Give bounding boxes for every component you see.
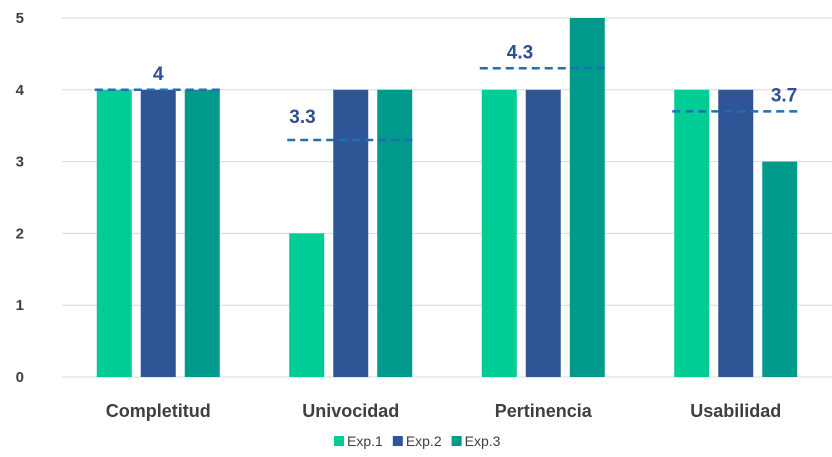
average-label: 4.3 <box>507 42 533 63</box>
legend-label: Exp.2 <box>406 433 442 449</box>
bar-exp2-usabilidad <box>718 89 754 378</box>
bar-exp1-univocidad <box>289 233 325 377</box>
category-label: Completitud <box>106 401 211 421</box>
bars <box>96 18 798 378</box>
y-tick-label: 4 <box>16 82 25 99</box>
bar-exp2-pertinencia <box>525 89 561 378</box>
legend-label: Exp.3 <box>465 433 501 449</box>
x-axis-categories: Completitud Univocidad Pertinencia Usabilid… <box>106 401 782 421</box>
legend-swatch <box>334 436 344 446</box>
bar-exp3-pertinencia <box>569 18 605 377</box>
category-label: Univocidad <box>302 401 399 421</box>
y-tick-label: 1 <box>16 297 24 314</box>
category-label: Usabilidad <box>690 401 781 421</box>
y-axis-ticks: 0 1 2 3 4 5 <box>16 10 25 386</box>
bar-exp3-completitud <box>184 89 220 378</box>
category-label: Pertinencia <box>495 401 593 421</box>
y-tick-label: 2 <box>16 225 24 242</box>
y-tick-label: 0 <box>16 369 24 386</box>
average-lines: 4 3.3 4.3 3.7 <box>94 42 800 142</box>
bar-exp3-usabilidad <box>762 161 798 377</box>
bar-exp2-univocidad <box>333 89 369 378</box>
bar-exp1-pertinencia <box>481 89 517 378</box>
legend-swatch <box>392 436 403 446</box>
average-label: 3.7 <box>771 85 797 106</box>
legend: Exp.1 Exp.2 Exp.3 <box>334 433 501 449</box>
bar-exp1-completitud <box>96 89 132 378</box>
legend-label: Exp.1 <box>347 433 383 449</box>
y-tick-label: 5 <box>16 10 24 27</box>
average-label: 3.3 <box>289 107 315 128</box>
bar-exp1-usabilidad <box>674 89 710 378</box>
bar-exp2-completitud <box>140 89 176 378</box>
y-tick-label: 3 <box>16 154 24 171</box>
legend-swatch <box>451 436 462 446</box>
bar-exp3-univocidad <box>377 89 413 378</box>
gridlines <box>62 17 832 378</box>
average-label: 4 <box>153 64 164 85</box>
